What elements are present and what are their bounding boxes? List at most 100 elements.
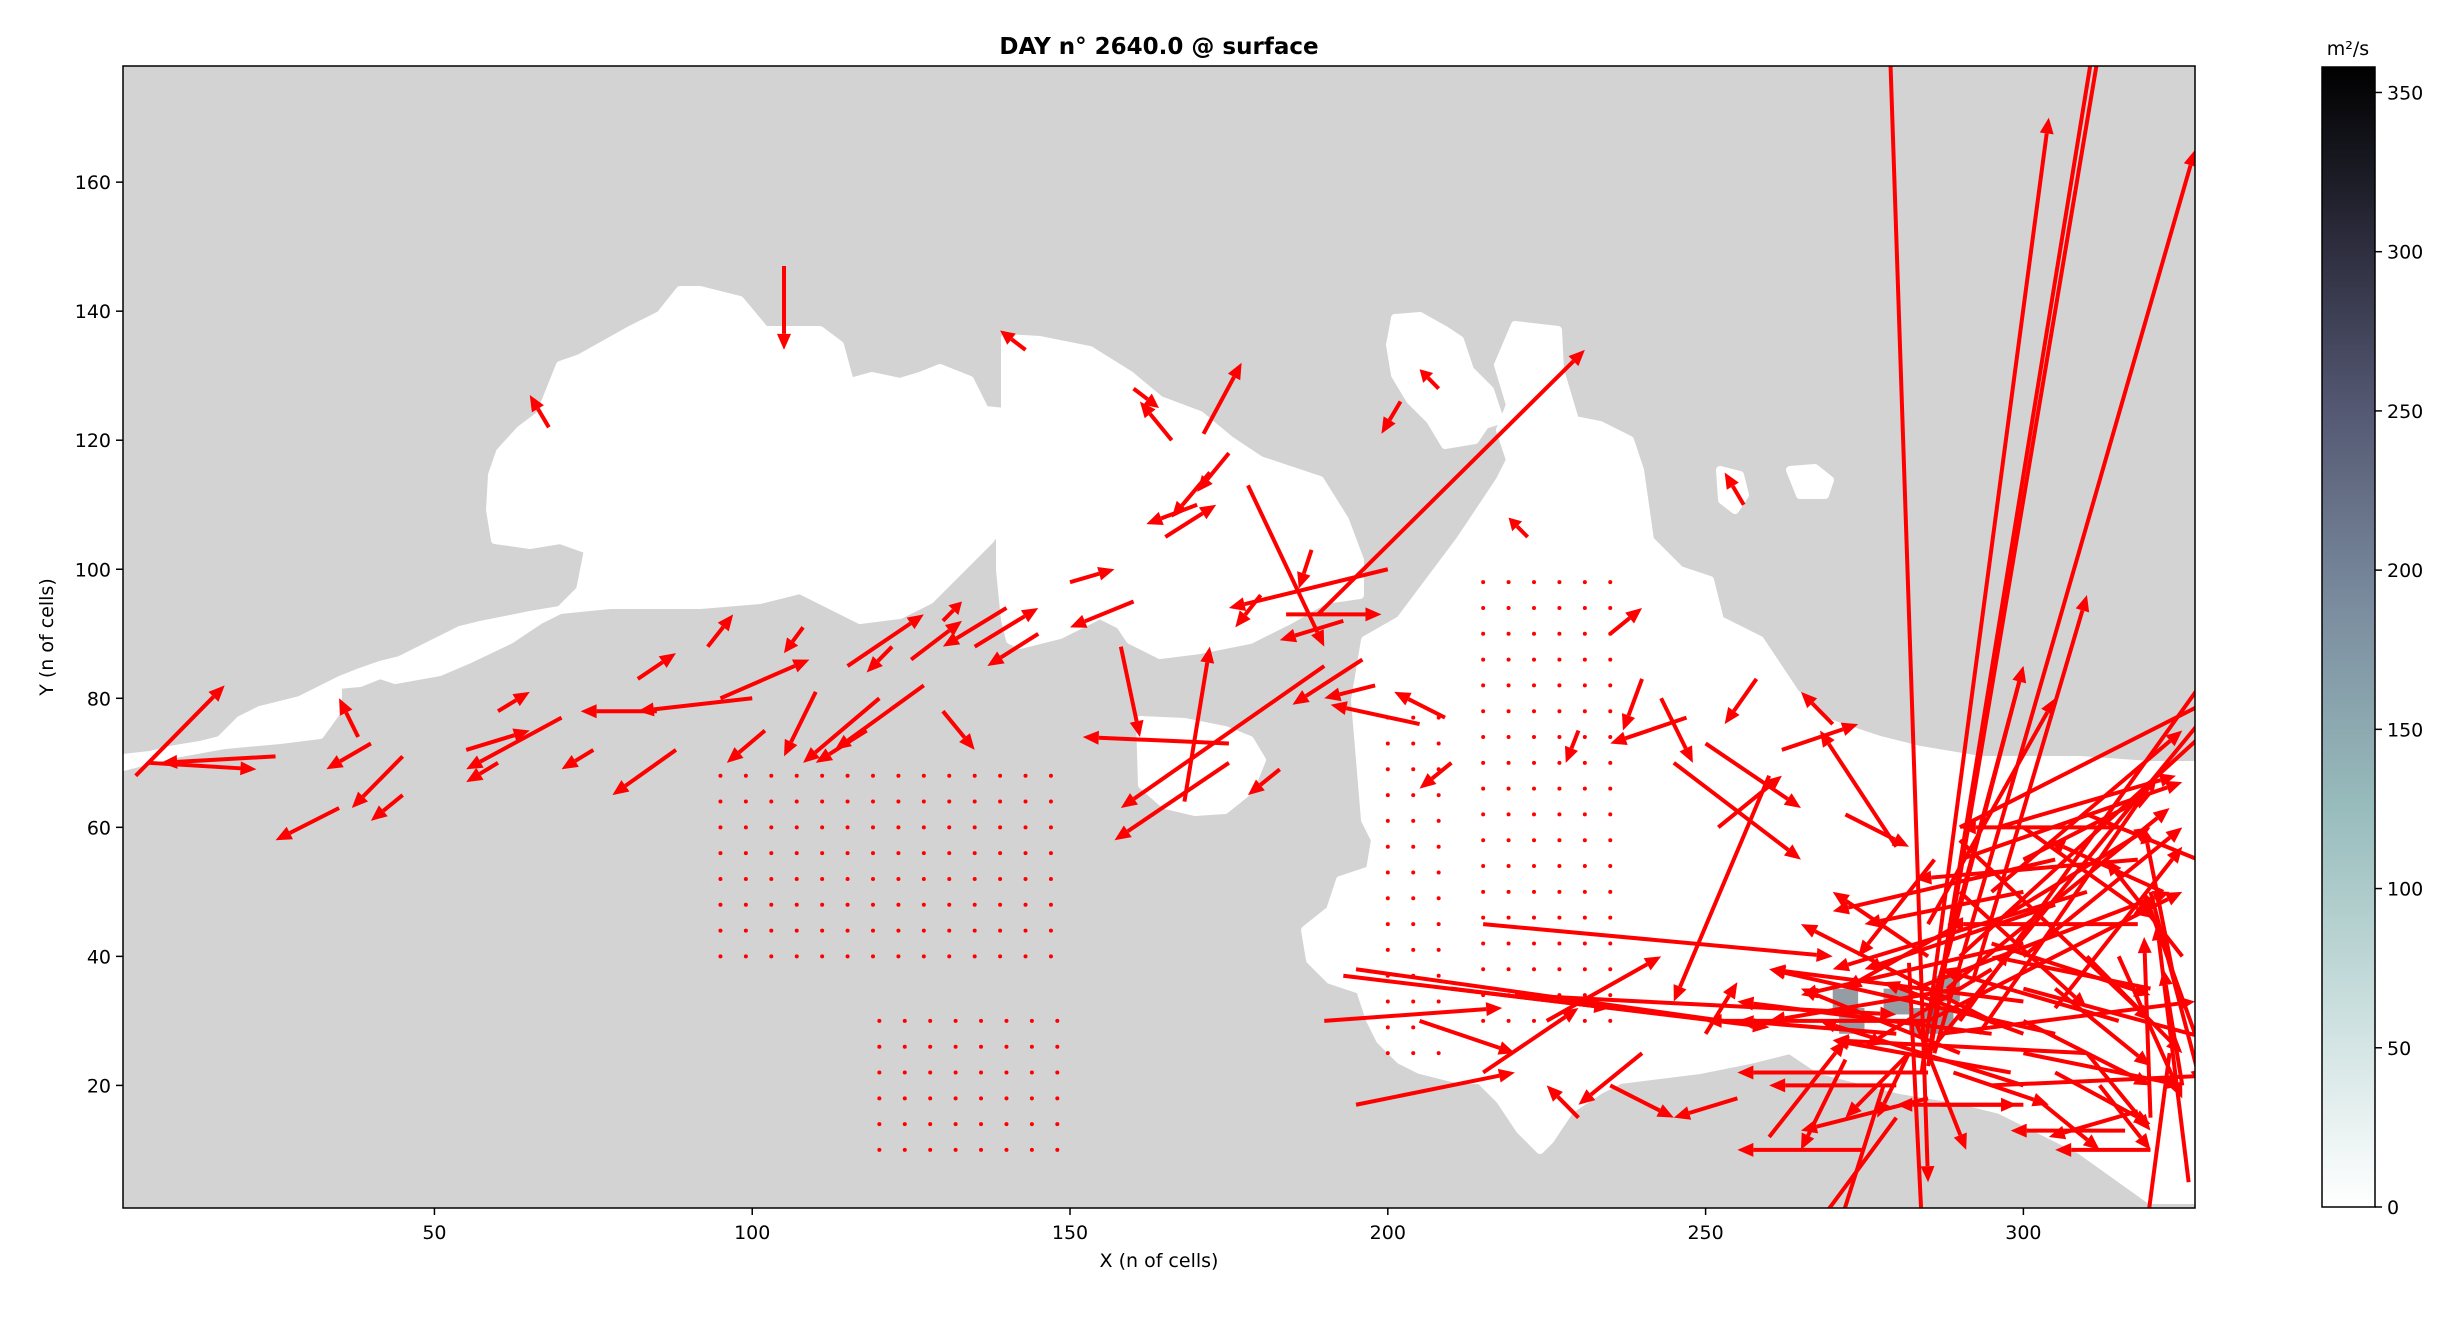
calm-vector-dot	[1048, 954, 1053, 959]
velocity-arrow	[1286, 607, 1382, 622]
calm-vector-dot	[794, 825, 799, 830]
calm-vector-dot	[921, 876, 926, 881]
velocity-arrow	[496, 691, 530, 713]
calm-vector-dot	[1608, 683, 1613, 688]
calm-vector-dot	[820, 773, 825, 778]
velocity-arrow	[612, 748, 678, 796]
calm-vector-dot	[1506, 760, 1511, 765]
calm-vector-dot	[902, 1096, 907, 1101]
velocity-arrow	[1781, 722, 1859, 752]
calm-vector-dot	[1436, 999, 1441, 1004]
calm-vector-dot	[1557, 967, 1562, 972]
velocity-arrow	[2054, 1070, 2151, 1125]
calm-vector-dot	[896, 954, 901, 959]
calm-vector-dot	[877, 1096, 882, 1101]
calm-vector-dot	[972, 851, 977, 856]
velocity-arrow	[1609, 1083, 1674, 1118]
calm-vector-dot	[877, 1122, 882, 1127]
calm-vector-dot	[1023, 876, 1028, 881]
sea-region-adriatic	[1386, 312, 1504, 449]
velocity-arrow	[1737, 1142, 1865, 1157]
x-tick-label: 50	[422, 1222, 446, 1244]
sea-region-sardinia-channel	[1136, 716, 1266, 816]
calm-vector-dot	[1531, 915, 1536, 920]
velocity-arrow	[726, 729, 767, 763]
calm-vector-dot	[1506, 889, 1511, 894]
velocity-arrow	[1832, 891, 1930, 959]
calm-vector-dot	[1385, 973, 1390, 978]
calm-vector-dot	[972, 876, 977, 881]
velocity-arrow	[1228, 567, 1389, 611]
velocity-arrow	[1940, 967, 2120, 1023]
calm-vector-dot	[998, 902, 1003, 907]
calm-vector-dot	[1481, 709, 1486, 714]
calm-vector-dot	[1411, 922, 1416, 927]
calm-vector-dot	[794, 799, 799, 804]
calm-vector-dot	[928, 1122, 933, 1127]
velocity-arrow	[326, 741, 372, 770]
colorbar-tick-label: 200	[2387, 560, 2423, 582]
calm-vector-dot	[718, 825, 723, 830]
calm-vector-dot	[794, 928, 799, 933]
calm-vector-dot	[1385, 947, 1390, 952]
calm-vector-dot	[1481, 941, 1486, 946]
calm-vector-dot	[1436, 1025, 1441, 1030]
velocity-arrow	[1132, 387, 1159, 408]
velocity-arrow	[2098, 1084, 2151, 1150]
calm-vector-dot	[769, 902, 774, 907]
velocity-arrow	[1673, 1096, 1738, 1120]
calm-vector-dot	[1023, 954, 1028, 959]
calm-vector-dot	[1436, 1051, 1441, 1056]
y-tick-label: 120	[75, 430, 111, 452]
calm-vector-dot	[1385, 715, 1390, 720]
velocity-arrow	[1915, 857, 2138, 885]
calm-vector-dot	[947, 773, 952, 778]
calm-vector-dot	[972, 825, 977, 830]
calm-vector-dot	[896, 773, 901, 778]
velocity-arrow	[1069, 566, 1115, 585]
calm-vector-dot	[1481, 1018, 1486, 1023]
calm-vector-dot	[1557, 631, 1562, 636]
calm-vector-dot	[1506, 683, 1511, 688]
velocity-arrow	[1958, 705, 2195, 830]
calm-vector-dot	[1055, 1018, 1060, 1023]
calm-vector-dot	[1048, 928, 1053, 933]
calm-vector-dot	[743, 799, 748, 804]
calm-vector-dot	[1531, 786, 1536, 791]
calm-vector-dot	[769, 954, 774, 959]
velocity-arrow	[1845, 1051, 1911, 1118]
calm-vector-dot	[877, 1044, 882, 1049]
velocity-arrow	[1146, 502, 1198, 525]
velocity-arrow	[636, 653, 676, 681]
y-tick-label: 80	[87, 688, 111, 710]
velocity-arrow	[2022, 825, 2151, 918]
calm-vector-dot	[820, 851, 825, 856]
y-tick-label: 140	[75, 301, 111, 323]
calm-vector-dot	[1582, 709, 1587, 714]
calm-vector-dot	[1385, 922, 1390, 927]
velocity-arrow	[1482, 922, 1833, 962]
velocity-arrow	[275, 806, 341, 841]
velocity-arrow	[1724, 677, 1759, 725]
velocity-arrow	[1958, 738, 2195, 958]
calm-vector-dot	[845, 928, 850, 933]
calm-vector-dot	[1557, 786, 1562, 791]
calm-vector-dot	[953, 1147, 958, 1152]
calm-vector-dot	[1411, 741, 1416, 746]
calm-vector-dot	[1582, 941, 1587, 946]
calm-vector-dot	[979, 1044, 984, 1049]
velocity-arrow	[1330, 701, 1421, 727]
y-tick-label: 60	[87, 817, 111, 839]
calm-vector-dot	[1506, 941, 1511, 946]
velocity-arrow	[1832, 857, 2056, 915]
calm-vector-dot	[928, 1096, 933, 1101]
velocity-arrow	[1959, 820, 2119, 835]
calm-vector-dot	[1506, 735, 1511, 740]
velocity-arrow	[2034, 1096, 2100, 1150]
velocity-arrow	[2116, 955, 2183, 1099]
calm-vector-dot	[1608, 735, 1613, 740]
calm-vector-dot	[820, 954, 825, 959]
velocity-arrow	[1297, 549, 1314, 589]
calm-vector-dot	[928, 1018, 933, 1023]
calm-vector-dot	[1411, 767, 1416, 772]
